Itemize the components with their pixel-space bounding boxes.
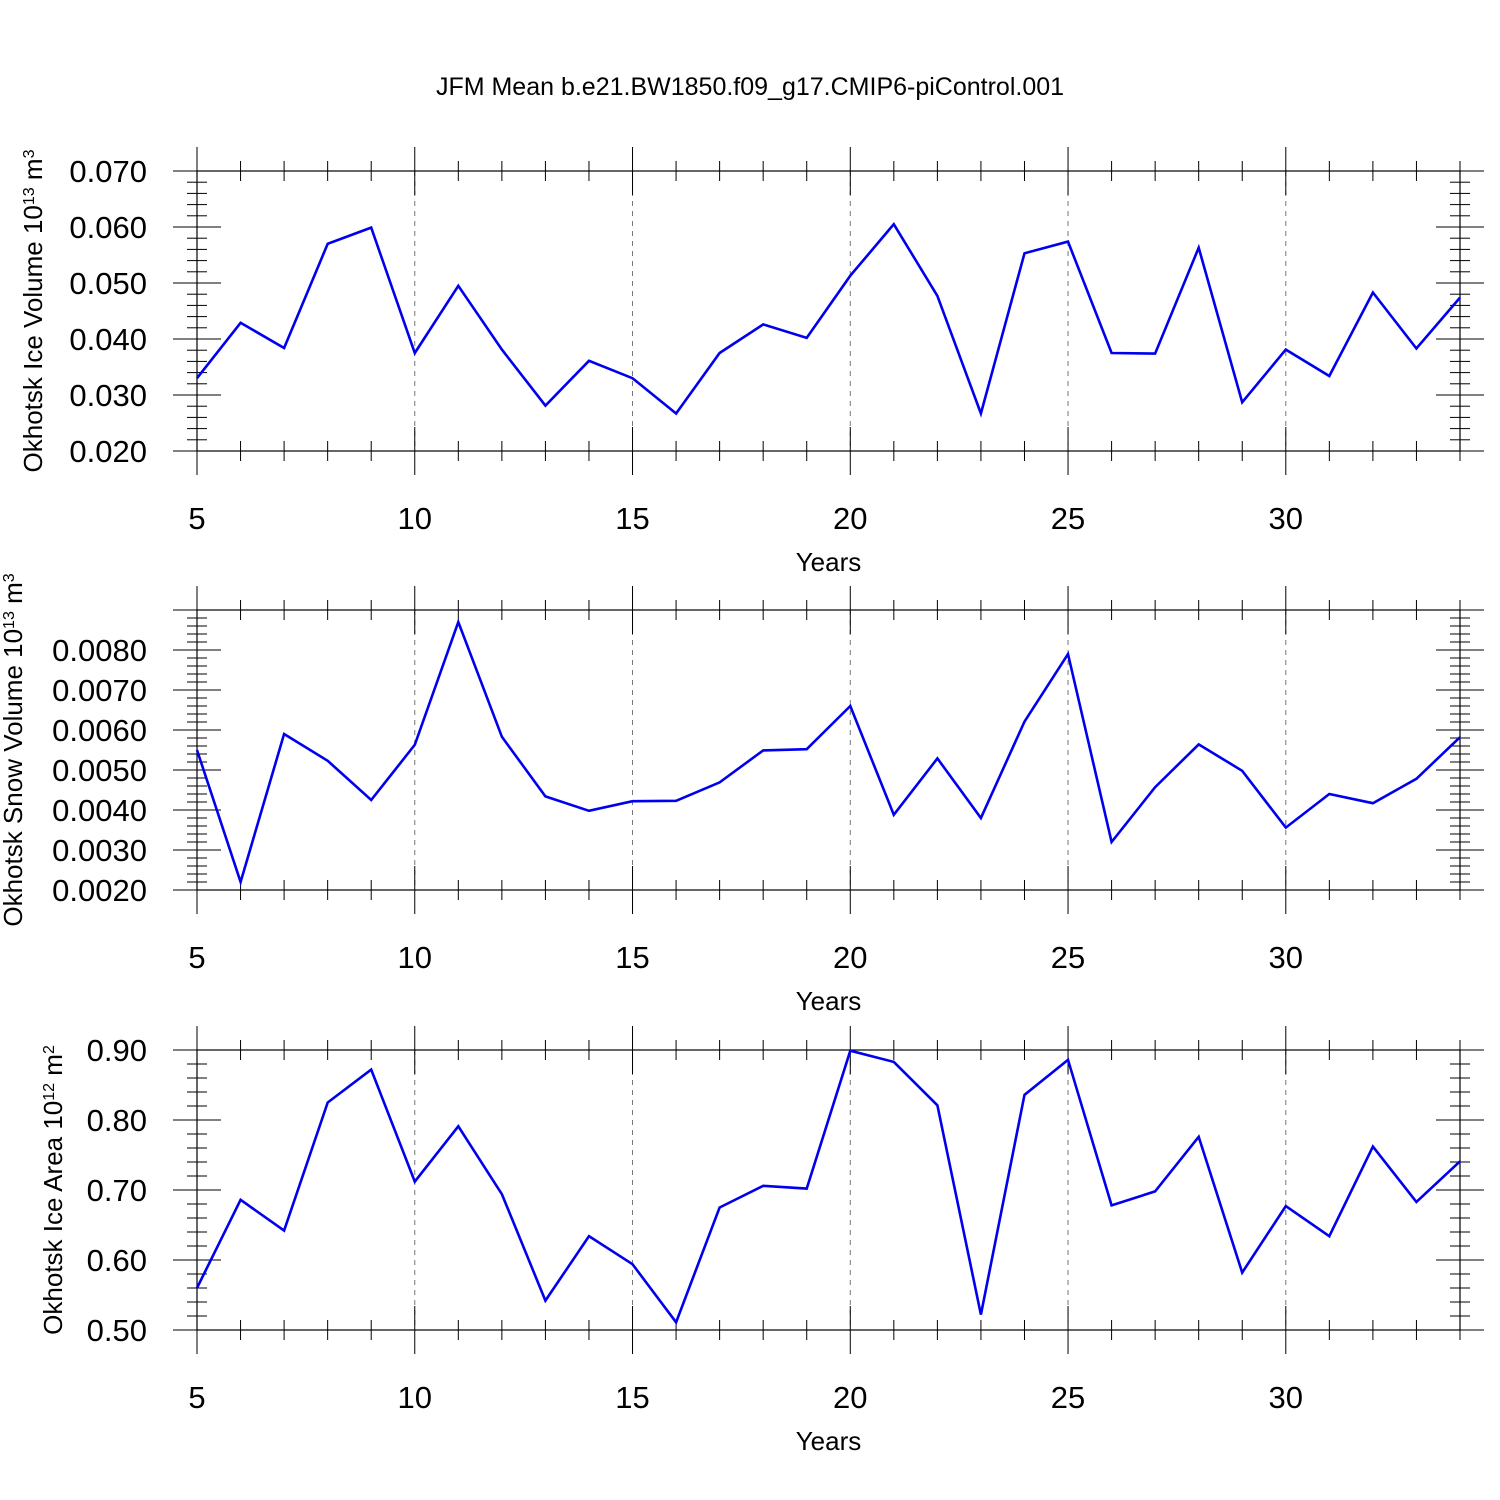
y-axis-label: Okhotsk Ice Area 1012 m2 (38, 1045, 68, 1335)
y-axis-label: Okhotsk Ice Volume 1013 m3 (18, 149, 48, 472)
x-tick-label: 15 (615, 501, 649, 536)
y-tick-label: 0.070 (69, 154, 147, 189)
x-tick-label: 10 (398, 501, 432, 536)
y-tick-label: 0.70 (87, 1173, 147, 1208)
plot-frame (196, 1049, 1461, 1331)
plot-frame (196, 609, 1461, 891)
y-tick-label: 0.0030 (52, 833, 147, 868)
x-tick-label: 20 (833, 1380, 867, 1415)
x-tick-label: 30 (1269, 1380, 1303, 1415)
tick-marks (173, 586, 1484, 914)
y-tick-label: 0.050 (69, 266, 147, 301)
y-tick-label: 0.50 (87, 1313, 147, 1348)
series-line (195, 618, 1461, 887)
y-tick-label: 0.0050 (52, 753, 147, 788)
x-tick-label: 25 (1051, 501, 1085, 536)
panel-1: 5 10 15 20 25 30 0.020 0.030 0.040 0.050 0.060 0.07… (18, 147, 1484, 577)
x-tick-label: 25 (1051, 940, 1085, 975)
y-tick-label: 0.0070 (52, 673, 147, 708)
y-tick-label: 0.020 (69, 434, 147, 469)
x-tick-label: 30 (1269, 940, 1303, 975)
x-tick-label: 5 (188, 501, 205, 536)
x-tick-label: 10 (398, 940, 432, 975)
y-tick-label: 0.0060 (52, 713, 147, 748)
y-axis-label: Okhotsk Snow Volume 1013 m3 (0, 573, 28, 926)
x-tick-label: 5 (188, 940, 205, 975)
series-line (195, 1049, 1461, 1325)
x-axis-label: Years (796, 547, 862, 577)
x-tick-label: 20 (833, 501, 867, 536)
y-tick-label: 0.0080 (52, 633, 147, 668)
x-tick-label: 25 (1051, 1380, 1085, 1415)
x-axis-label: Years (796, 986, 862, 1016)
figure-title: JFM Mean b.e21.BW1850.f09_g17.CMIP6-piCo… (436, 73, 1064, 101)
x-axis-label: Years (796, 1426, 862, 1456)
panel-3: 5 10 15 20 25 30 0.50 0.60 0.70 0.80 0.90 Years Okho… (38, 1026, 1484, 1456)
panel-2: 5 10 15 20 25 30 0.0020 0.0030 0.0040 0.0050 0.006… (0, 573, 1484, 1016)
x-tick-label: 10 (398, 1380, 432, 1415)
x-tick-label: 30 (1269, 501, 1303, 536)
x-tick-label: 15 (615, 940, 649, 975)
y-tick-label: 0.60 (87, 1243, 147, 1278)
tick-marks (173, 147, 1484, 475)
tick-marks (173, 1026, 1484, 1354)
y-tick-label: 0.0040 (52, 793, 147, 828)
y-tick-label: 0.040 (69, 322, 147, 357)
y-tick-label: 0.030 (69, 378, 147, 413)
y-tick-label: 0.0020 (52, 873, 147, 908)
x-tick-label: 15 (615, 1380, 649, 1415)
series-line (195, 221, 1461, 418)
x-tick-label: 5 (188, 1380, 205, 1415)
y-tick-label: 0.060 (69, 210, 147, 245)
x-tick-label: 20 (833, 940, 867, 975)
y-tick-label: 0.90 (87, 1033, 147, 1068)
y-tick-label: 0.80 (87, 1103, 147, 1138)
plot-frame (196, 170, 1461, 452)
